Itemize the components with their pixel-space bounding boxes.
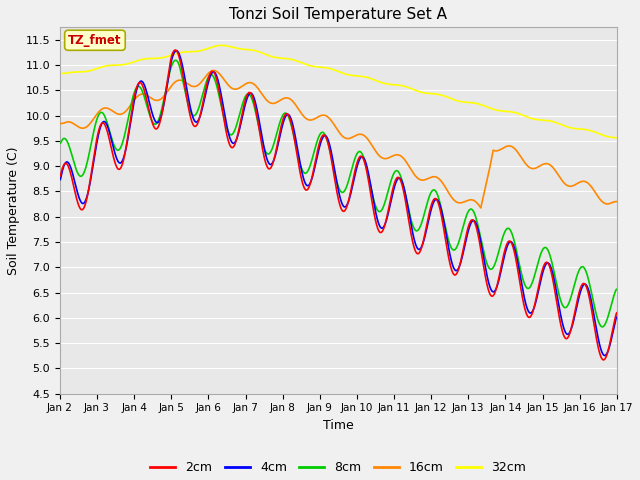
X-axis label: Time: Time [323,419,354,432]
Text: TZ_fmet: TZ_fmet [68,34,122,47]
Y-axis label: Soil Temperature (C): Soil Temperature (C) [7,146,20,275]
Legend: 2cm, 4cm, 8cm, 16cm, 32cm: 2cm, 4cm, 8cm, 16cm, 32cm [145,456,531,479]
Title: Tonzi Soil Temperature Set A: Tonzi Soil Temperature Set A [229,7,447,22]
